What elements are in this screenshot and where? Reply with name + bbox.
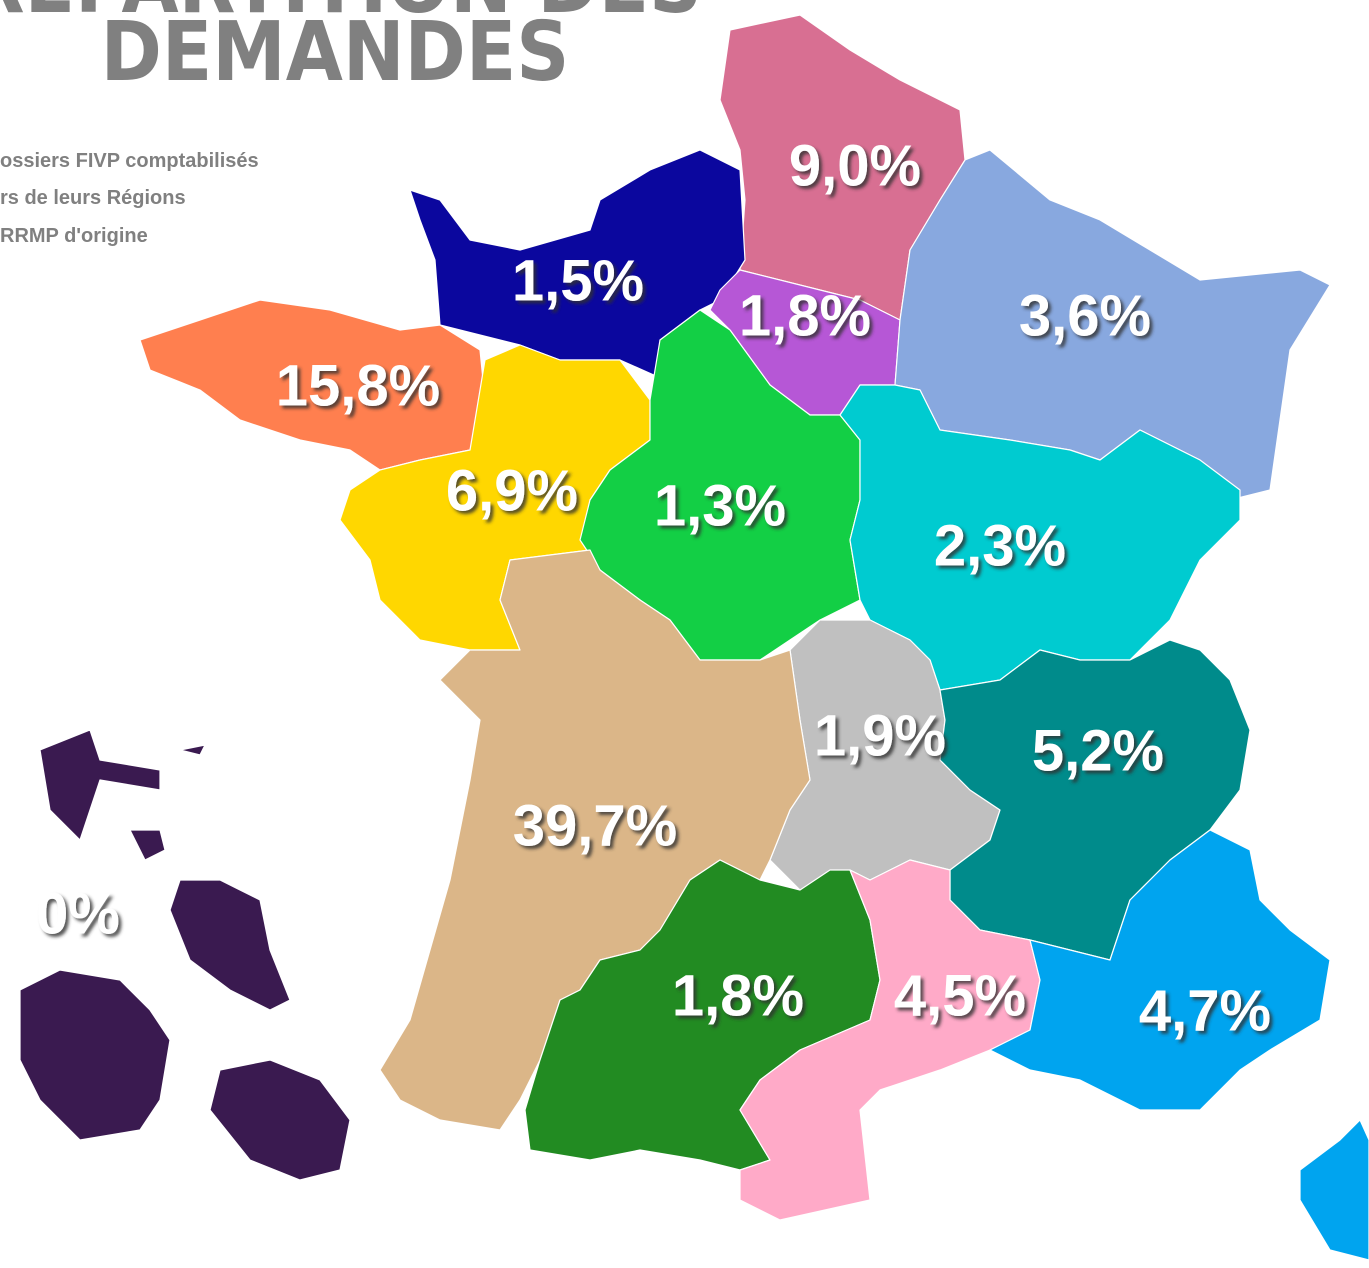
- region: [989, 829, 1369, 1261]
- subtitle: rs de leurs Régions: [0, 187, 186, 209]
- region-label: 4,5%: [894, 963, 1026, 1028]
- region: [19, 729, 351, 1181]
- region-label: 1,8%: [672, 963, 804, 1028]
- region-label: 15,8%: [276, 353, 440, 418]
- region-label: 9,0%: [789, 133, 921, 198]
- labels: 9,0% 1,5% 1,8% 3,6% 15,8%6,9% 1,3% 2,3% 1,9% 5,2…: [36, 133, 1271, 1043]
- region-label: 4,7%: [1139, 978, 1271, 1043]
- region-label: 5,2%: [1032, 718, 1164, 783]
- region: [839, 384, 1241, 691]
- title-line1: REPARTITION DES: [0, 0, 702, 32]
- region-label: 1,3%: [654, 473, 786, 538]
- region: [579, 309, 861, 661]
- region-label: 2,3%: [934, 513, 1066, 578]
- regions: [19, 14, 1369, 1261]
- region-label: 1,8%: [739, 283, 871, 348]
- region: [739, 859, 1041, 1221]
- region-label: 1,9%: [814, 703, 946, 768]
- subtitle: ossiers FIVP comptabilisés: [0, 150, 259, 172]
- region-label: 3,6%: [1019, 283, 1151, 348]
- region-label: 6,9%: [446, 458, 578, 523]
- region-label: 39,7%: [513, 793, 677, 858]
- title-line2: DEMANDES: [101, 5, 570, 100]
- subtitle: RRMP d'origine: [0, 225, 148, 247]
- region-label: 0%: [36, 881, 120, 946]
- region-label: 1,5%: [512, 248, 644, 313]
